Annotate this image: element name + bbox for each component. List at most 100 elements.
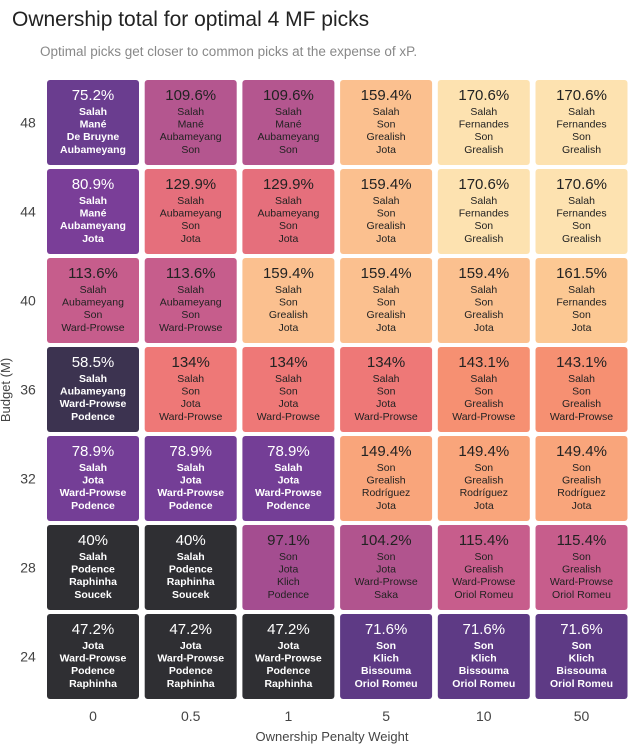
cell-player-name: Salah <box>177 195 204 207</box>
cell-player-name: Son <box>572 220 591 232</box>
y-tick-label: 44 <box>20 204 36 220</box>
cell-player-name: Ward-Prowse <box>157 653 224 665</box>
cell-value: 149.4% <box>458 443 509 460</box>
heatmap-cell <box>144 80 237 165</box>
cell-player-name: Salah <box>177 373 204 385</box>
cell-value: 47.2% <box>267 621 310 638</box>
cell-player-name: Ward-Prowse <box>255 653 322 665</box>
x-axis-label: Ownership Penalty Weight <box>256 729 409 744</box>
cell-player-name: Jota <box>376 233 396 245</box>
cell-value: 149.4% <box>361 443 412 460</box>
heatmap-cell <box>47 347 139 432</box>
cell-value: 80.9% <box>72 176 115 193</box>
cell-player-name: Salah <box>79 462 107 474</box>
heatmap-cell <box>340 169 433 254</box>
heatmap-cell <box>144 347 237 432</box>
cell-player-name: Salah <box>177 284 204 296</box>
cell-value: 113.6% <box>166 265 216 282</box>
cell-player-name: Aubameyang <box>62 297 124 309</box>
cell-player-name: Jota <box>278 640 300 652</box>
cell-player-name: Grealish <box>464 309 503 321</box>
heatmap-cell <box>535 347 628 432</box>
x-tick-label: 1 <box>285 708 293 724</box>
cell-value: 97.1% <box>267 532 310 549</box>
cell-player-name: Ward-Prowse <box>60 398 127 410</box>
cell-player-name: Son <box>377 462 396 474</box>
cell-value: 40% <box>78 532 108 549</box>
cell-player-name: Son <box>377 386 396 398</box>
cell-player-name: Ward-Prowse <box>550 576 613 588</box>
cell-player-name: Mané <box>80 208 107 220</box>
cell-value: 115.4% <box>557 532 607 549</box>
cell-player-name: Aubameyang <box>60 144 126 156</box>
cell-player-name: Klich <box>277 576 300 588</box>
heatmap-cell <box>437 80 530 165</box>
cell-player-name: Fernandes <box>556 119 606 131</box>
cell-player-name: Jota <box>376 500 396 512</box>
cell-player-name: Oriol Romeu <box>454 589 513 601</box>
cell-player-name: Mané <box>275 119 301 131</box>
cell-player-name: Raphinha <box>167 678 215 690</box>
cell-player-name: Salah <box>79 373 107 385</box>
cell-player-name: Podence <box>267 500 311 512</box>
cell-value: 109.6% <box>165 87 216 104</box>
y-tick-label: 32 <box>20 471 36 487</box>
cell-player-name: Grealish <box>367 475 406 487</box>
cell-player-name: Jota <box>181 233 201 245</box>
cell-player-name: Salah <box>568 284 595 296</box>
cell-player-name: Soucek <box>74 589 112 601</box>
y-tick-label: 24 <box>20 649 36 665</box>
cell-player-name: Son <box>474 297 493 309</box>
cell-player-name: Jota <box>278 475 300 487</box>
cell-player-name: Aubameyang <box>160 131 222 143</box>
cell-player-name: Son <box>377 119 396 131</box>
cell-player-name: Jota <box>278 322 298 334</box>
cell-value: 71.6% <box>560 621 603 638</box>
cell-player-name: Son <box>572 551 591 563</box>
cell-player-name: Bissouma <box>361 665 411 677</box>
cell-player-name: Son <box>474 551 493 563</box>
cell-player-name: Salah <box>470 373 497 385</box>
cell-value: 109.6% <box>263 87 314 104</box>
cell-value: 47.2% <box>169 621 212 638</box>
cell-player-name: Grealish <box>464 564 503 576</box>
cell-player-name: Oriol Romeu <box>550 678 613 690</box>
cell-player-name: Grealish <box>464 398 503 410</box>
x-tick-label: 0.5 <box>181 708 201 724</box>
cell-player-name: Oriol Romeu <box>452 678 515 690</box>
cell-value: 143.1% <box>458 354 509 371</box>
heatmap-cell <box>144 525 237 610</box>
cell-player-name: Salah <box>275 195 302 207</box>
cell-player-name: Grealish <box>367 309 406 321</box>
cell-player-name: Son <box>181 309 200 321</box>
heatmap-cell <box>535 258 628 343</box>
cell-player-name: Son <box>376 640 396 652</box>
heatmap-cell <box>340 347 433 432</box>
cell-value: 47.2% <box>72 621 115 638</box>
cell-player-name: Ward-Prowse <box>60 653 127 665</box>
y-tick-label: 28 <box>20 560 36 576</box>
y-tick-label: 40 <box>20 293 36 309</box>
cell-player-name: Son <box>279 144 298 156</box>
cell-value: 134% <box>269 354 307 371</box>
cell-player-name: Rodríguez <box>557 487 605 499</box>
cell-value: 129.9% <box>263 176 314 193</box>
cell-player-name: Salah <box>79 551 107 563</box>
cell-player-name: Grealish <box>562 564 601 576</box>
heatmap-cell <box>47 525 139 610</box>
cell-value: 159.4% <box>361 265 412 282</box>
cell-player-name: Salah <box>177 551 205 563</box>
cell-player-name: Son <box>279 386 298 398</box>
cell-value: 159.4% <box>263 265 314 282</box>
heatmap-cell <box>47 169 139 254</box>
cell-player-name: Jota <box>474 322 494 334</box>
heatmap-cell <box>437 347 530 432</box>
cell-value: 113.6% <box>68 265 118 282</box>
cell-player-name: Ward-Prowse <box>60 487 127 499</box>
cell-player-name: Jota <box>376 564 396 576</box>
cell-player-name: Salah <box>470 106 497 118</box>
cell-player-name: Son <box>474 640 494 652</box>
cell-player-name: Grealish <box>269 309 308 321</box>
cell-value: 78.9% <box>72 443 115 460</box>
